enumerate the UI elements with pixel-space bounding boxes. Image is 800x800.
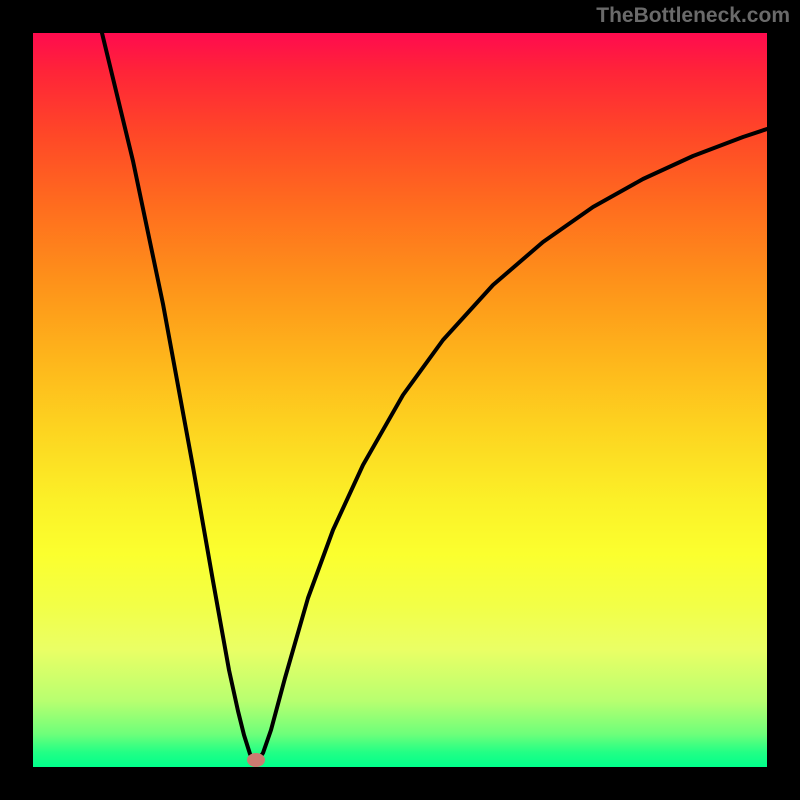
chart-container: TheBottleneck.com xyxy=(0,0,800,800)
plot-area xyxy=(33,33,767,767)
bottleneck-curve xyxy=(102,33,767,760)
minimum-marker xyxy=(247,753,265,767)
watermark-text: TheBottleneck.com xyxy=(596,4,790,28)
curve-svg xyxy=(33,33,767,767)
